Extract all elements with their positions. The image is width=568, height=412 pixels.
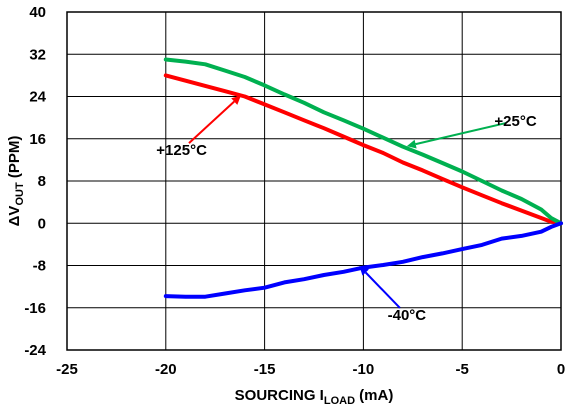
series-line-40c [163,221,563,299]
y-tick-label: -8 [33,258,46,275]
y-tick-label: 40 [29,4,46,21]
annotation-arrow-head [406,139,417,149]
series-lines [163,57,563,299]
annotation-label: +25°C [494,113,536,130]
series-line-25c [163,57,563,226]
y-tick-label: 16 [29,131,46,148]
y-axis-title: ΔVOUT (PPM) [6,136,26,227]
annotation-label: -40°C [388,307,427,324]
x-tick-label: -20 [155,361,177,378]
x-tick-label: -5 [456,361,469,378]
y-tick-label: 24 [29,89,46,106]
y-axis-title-prefix: ΔV [6,206,23,227]
series-line-125c [163,73,563,226]
y-tick-label: 32 [29,46,46,63]
grid [66,11,562,351]
annotation-arrow-line [188,100,235,144]
annotation-arrow-head [359,266,369,276]
x-axis-title-unit: (mA) [355,387,393,404]
x-tick-label: -10 [353,361,375,378]
annotations: +125°C +25°C -40°C [156,95,537,324]
annotation-arrow-line [364,271,401,309]
x-axis-title-main: SOURCING I [235,387,324,404]
x-axis-title: SOURCING ILOAD (mA) [235,387,394,407]
annotation-arrow-line [415,122,507,146]
x-tick-label: 0 [557,361,565,378]
y-tick-label: 0 [38,215,46,232]
x-axis-title-subscript: LOAD [324,395,355,407]
annotation-arrow-head [231,95,241,105]
y-tick-label: -16 [24,300,46,317]
y-tick-label: 8 [38,173,46,190]
annotation-label: +125°C [156,142,207,159]
x-tick-label: -25 [56,361,78,378]
x-tick-label: -15 [254,361,276,378]
tick-labels: -25 -20 -15 -10 -5 0 -24 -16 -8 0 8 16 24 32 40 [24,4,565,378]
y-axis-title-subscript: OUT [14,182,26,206]
y-tick-label: -24 [24,342,46,359]
y-axis-title-unit: (PPM) [6,136,23,183]
